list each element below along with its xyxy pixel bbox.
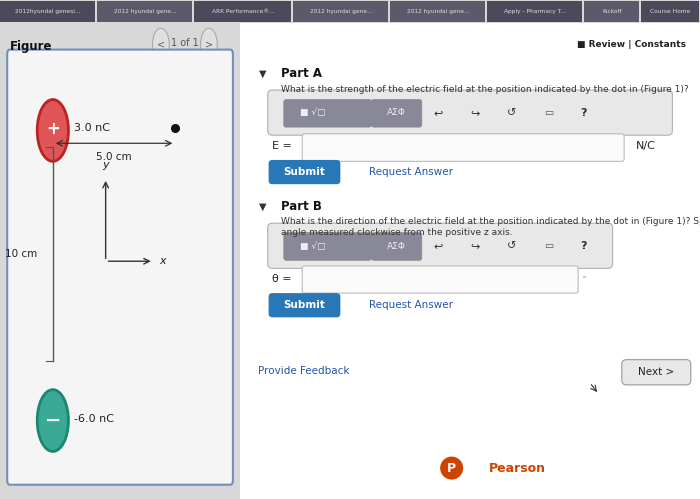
FancyBboxPatch shape (302, 266, 578, 293)
Text: ΑΣΦ: ΑΣΦ (387, 108, 406, 117)
Text: Figure: Figure (10, 40, 52, 53)
Bar (0, 1, 95, 22)
Bar (194, 1, 291, 22)
Text: Part A: Part A (281, 67, 323, 80)
Text: ?: ? (580, 241, 587, 251)
Text: ?: ? (580, 108, 587, 118)
Text: Course Home: Course Home (650, 9, 690, 14)
FancyBboxPatch shape (302, 134, 624, 161)
Text: ARK Performance®...: ARK Performance®... (211, 9, 274, 14)
Text: ↺: ↺ (507, 241, 516, 251)
Text: ▼: ▼ (258, 69, 266, 79)
Text: >: > (205, 40, 213, 50)
Text: ■ √□: ■ √□ (300, 108, 326, 117)
Text: Submit: Submit (284, 167, 326, 177)
Text: ↪: ↪ (470, 108, 480, 118)
Circle shape (200, 28, 217, 61)
Bar (584, 1, 639, 22)
Text: 1 of 1: 1 of 1 (171, 38, 199, 48)
Text: N/C: N/C (636, 141, 655, 151)
FancyBboxPatch shape (7, 49, 233, 485)
Text: Provide Feedback: Provide Feedback (258, 366, 350, 376)
Text: 2012 hyundai gene...: 2012 hyundai gene... (309, 9, 372, 14)
FancyBboxPatch shape (371, 99, 422, 127)
Text: P: P (446, 459, 458, 477)
Text: ΑΣΦ: ΑΣΦ (387, 242, 406, 250)
Text: 2012 hyundai gene...: 2012 hyundai gene... (407, 9, 469, 14)
FancyBboxPatch shape (371, 233, 422, 260)
Bar (97, 1, 192, 22)
Text: +: + (46, 120, 60, 139)
FancyBboxPatch shape (269, 160, 340, 184)
Text: ■ Review | Constants: ■ Review | Constants (578, 40, 686, 49)
Text: Apply - Pharmacy T...: Apply - Pharmacy T... (504, 9, 566, 14)
Text: <: < (157, 40, 165, 50)
FancyBboxPatch shape (622, 360, 691, 385)
Text: -6.0 nC: -6.0 nC (74, 414, 114, 424)
Circle shape (37, 99, 69, 161)
Text: 3.0 nC: 3.0 nC (74, 123, 111, 133)
Text: 2012 hyundal gene...: 2012 hyundal gene... (113, 9, 176, 14)
Text: Request Answer: Request Answer (369, 300, 453, 310)
Text: ■ √□: ■ √□ (300, 242, 326, 250)
Text: ▭: ▭ (544, 108, 553, 118)
Circle shape (37, 390, 69, 452)
Bar (641, 1, 699, 22)
Text: Pearson: Pearson (489, 462, 545, 475)
Bar (390, 1, 485, 22)
Text: 5.0 cm: 5.0 cm (96, 152, 132, 162)
FancyBboxPatch shape (267, 90, 673, 135)
Text: ↩: ↩ (433, 108, 442, 118)
Text: What is the strength of the electric field at the position indicated by the dot : What is the strength of the electric fie… (281, 85, 689, 94)
Text: Next >: Next > (638, 367, 674, 377)
Text: ↩: ↩ (433, 241, 442, 251)
FancyBboxPatch shape (284, 99, 371, 127)
Text: y: y (102, 161, 109, 171)
Text: θ =: θ = (272, 274, 292, 284)
Text: Request Answer: Request Answer (369, 167, 453, 177)
FancyBboxPatch shape (269, 293, 340, 317)
Circle shape (153, 28, 169, 61)
Bar (487, 1, 582, 22)
Text: E =: E = (272, 141, 292, 151)
Text: ↺: ↺ (507, 108, 516, 118)
FancyBboxPatch shape (284, 233, 371, 260)
Text: ▼: ▼ (258, 202, 266, 212)
Bar (293, 1, 388, 22)
Text: ▭: ▭ (544, 241, 553, 251)
Text: P: P (447, 462, 456, 475)
Text: 10 cm: 10 cm (6, 249, 38, 259)
Text: ↪: ↪ (470, 241, 480, 251)
Text: Kickoff: Kickoff (602, 9, 622, 14)
Text: Part B: Part B (281, 201, 323, 214)
Text: What is the direction of the electric field at the position indicated by the dot: What is the direction of the electric fi… (281, 218, 700, 237)
Text: −: − (45, 411, 61, 430)
Text: Submit: Submit (284, 300, 326, 310)
FancyBboxPatch shape (267, 223, 612, 268)
Text: ᵒ: ᵒ (582, 274, 586, 283)
Text: 2012hyundal genesi...: 2012hyundal genesi... (15, 9, 80, 14)
Text: x: x (160, 256, 167, 266)
